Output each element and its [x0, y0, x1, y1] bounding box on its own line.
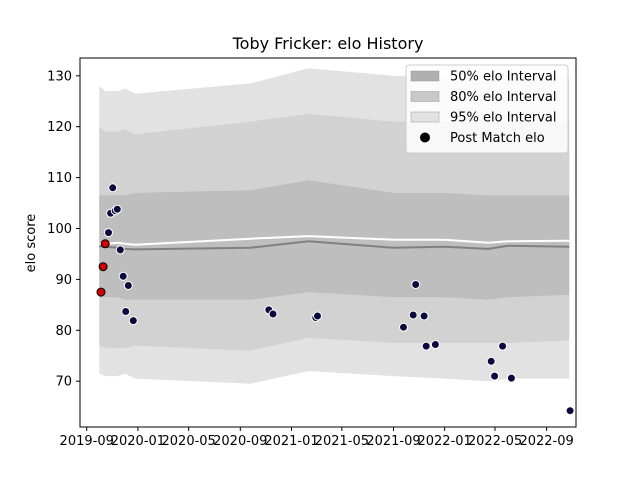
- legend-box: [405, 64, 569, 154]
- post-match-point-27: [506, 373, 516, 383]
- post-match-point-13: [128, 316, 138, 326]
- x-tick-label: 2022-01: [417, 434, 471, 449]
- y-tick-label: 70: [55, 375, 72, 390]
- legend-label: 50% elo Interval: [450, 70, 557, 85]
- post-match-point-10: [118, 271, 128, 281]
- post-match-point-17: [313, 311, 322, 321]
- y-tick-label: 120: [47, 120, 72, 135]
- post-match-point-2: [98, 262, 108, 272]
- post-match-point-26: [498, 341, 508, 351]
- x-tick-label: 2022-05: [468, 434, 522, 449]
- y-axis: 70 80 90 100 110 120 130: [47, 69, 80, 390]
- post-match-point-28: [565, 406, 575, 416]
- post-match-point-4: [104, 228, 113, 238]
- post-match-point-15: [268, 309, 278, 319]
- legend-label: 80% elo Interval: [450, 90, 557, 105]
- post-match-point-11: [121, 307, 131, 316]
- post-match-point-6: [108, 183, 118, 193]
- x-tick-label: 2021-09: [366, 434, 420, 449]
- post-match-point-3: [100, 239, 110, 249]
- y-tick-label: 90: [55, 273, 72, 288]
- x-tick-label: 2020-01: [111, 434, 165, 449]
- y-tick-label: 130: [47, 69, 72, 84]
- x-tick-label: 2022-09: [519, 434, 573, 449]
- post-match-point-19: [408, 310, 418, 320]
- legend-marker: [420, 132, 430, 143]
- x-tick-label: 2020-09: [213, 434, 267, 449]
- legend-swatch: [410, 111, 440, 123]
- axes-frame: [79, 57, 577, 428]
- post-match-point-20: [411, 280, 421, 289]
- chart-title: Toby Fricker: elo History: [232, 34, 424, 53]
- y-axis-title: elo score: [24, 214, 39, 273]
- legend-label: Post Match elo: [450, 131, 545, 146]
- post-match-point-1: [96, 287, 106, 297]
- legend-swatch: [410, 70, 440, 82]
- post-match-point-9: [115, 245, 125, 255]
- y-tick-label: 110: [47, 171, 72, 186]
- post-match-point-12: [123, 281, 133, 290]
- series-line-2: [99, 240, 570, 251]
- post-match-point-18: [399, 322, 408, 332]
- y-tick-label: 100: [47, 222, 72, 237]
- legend: 50% elo Interval 80% elo Interval 95% elo …: [405, 64, 569, 154]
- x-tick-label: 2020-05: [162, 434, 216, 449]
- x-tick-label: 2019-09: [60, 434, 114, 449]
- x-axis: 2019-092020-012020-052020-092021-012021-…: [60, 427, 574, 449]
- y-tick-label: 80: [55, 324, 72, 339]
- post-match-point-24: [486, 356, 496, 366]
- x-tick-label: 2021-05: [315, 434, 369, 449]
- post-match-point-25: [490, 371, 500, 381]
- legend-label: 95% elo Interval: [450, 111, 557, 126]
- legend-swatch: [410, 91, 440, 102]
- post-match-point-21: [419, 311, 429, 321]
- post-match-point-22: [421, 341, 431, 351]
- post-match-point-23: [430, 340, 440, 349]
- series-line-1: [99, 235, 570, 246]
- interval-band-3: [99, 180, 570, 300]
- x-tick-label: 2021-01: [264, 434, 318, 449]
- post-match-point-8: [112, 204, 122, 214]
